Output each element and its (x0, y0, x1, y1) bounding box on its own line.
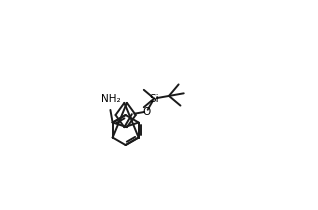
Text: Si: Si (149, 93, 159, 104)
Text: NH₂: NH₂ (100, 94, 120, 104)
Text: O: O (142, 106, 151, 117)
